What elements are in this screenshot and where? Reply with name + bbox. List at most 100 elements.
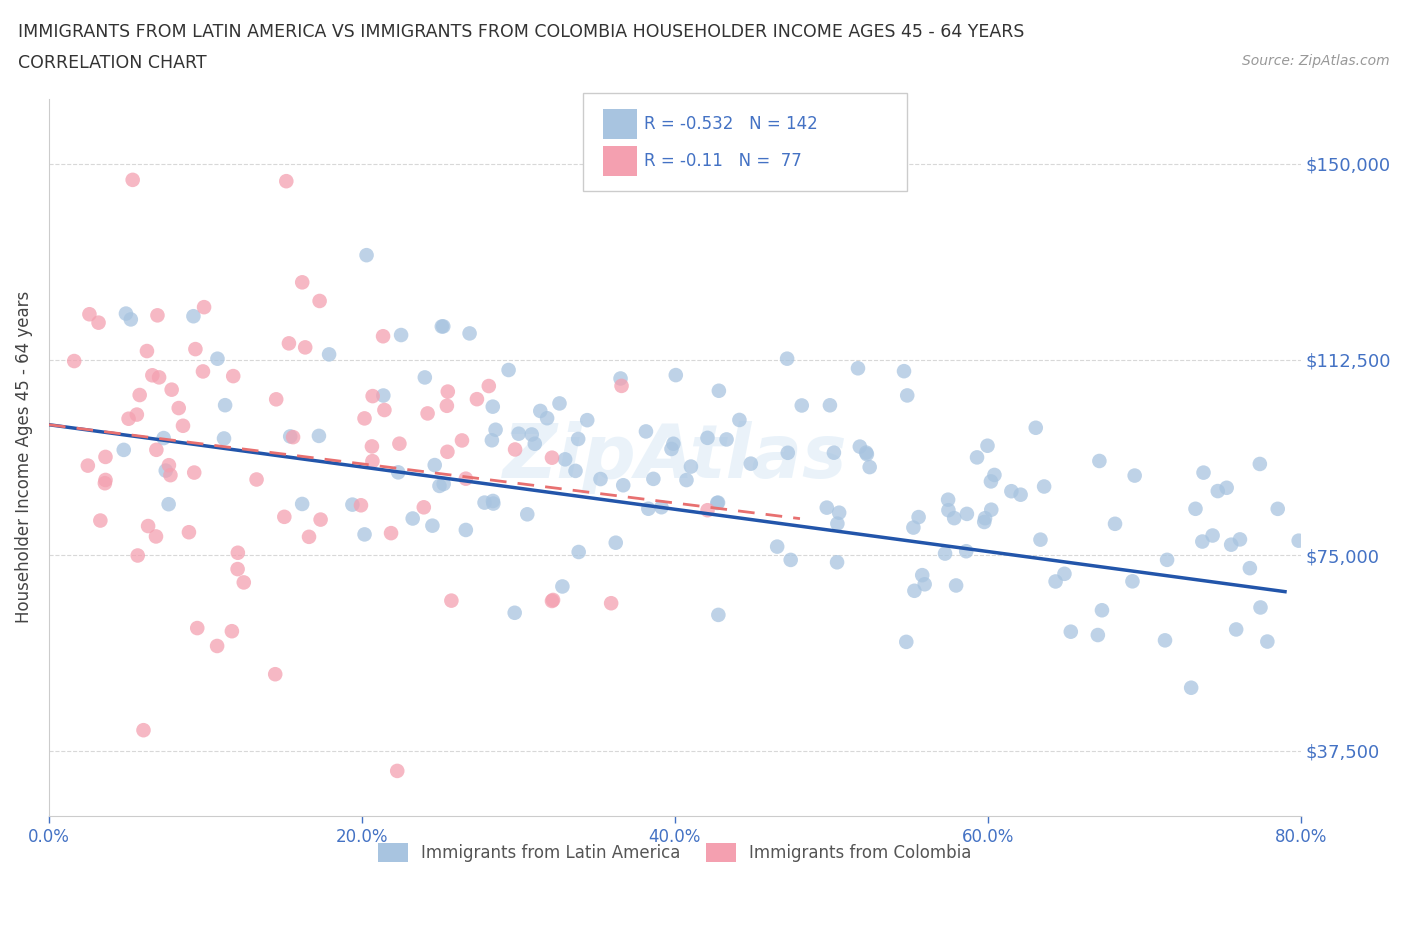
Point	[634, 424, 657, 439]
Point	[849, 439, 872, 454]
Point	[433, 476, 456, 491]
Point	[1045, 574, 1067, 589]
Point	[1010, 487, 1032, 502]
Point	[679, 459, 702, 474]
Point	[943, 511, 966, 525]
Point	[1192, 465, 1215, 480]
Point	[1225, 622, 1247, 637]
Point	[523, 436, 546, 451]
Point	[294, 340, 316, 355]
Point	[361, 454, 384, 469]
Point	[380, 525, 402, 540]
Point	[157, 458, 180, 472]
Point	[159, 468, 181, 483]
Point	[451, 433, 474, 448]
Point	[309, 512, 332, 527]
Point	[1206, 484, 1229, 498]
Point	[152, 431, 174, 445]
Point	[191, 364, 214, 379]
Point	[481, 399, 503, 414]
Point	[707, 607, 730, 622]
Point	[117, 411, 139, 426]
Point	[1180, 681, 1202, 696]
Point	[576, 413, 599, 428]
Point	[132, 723, 155, 737]
Point	[183, 309, 205, 324]
Point	[221, 624, 243, 639]
Point	[353, 527, 375, 542]
Point	[498, 363, 520, 378]
Point	[205, 639, 228, 654]
Point	[276, 174, 298, 189]
Point	[212, 431, 235, 445]
Point	[1239, 561, 1261, 576]
Point	[716, 432, 738, 447]
Point	[1154, 633, 1177, 648]
Point	[127, 548, 149, 563]
Point	[855, 445, 877, 460]
Point	[1060, 624, 1083, 639]
Point	[966, 450, 988, 465]
Point	[1033, 479, 1056, 494]
Point	[1025, 420, 1047, 435]
Point	[440, 593, 463, 608]
Point	[94, 449, 117, 464]
Point	[115, 306, 138, 321]
Point	[1123, 468, 1146, 483]
Point	[89, 513, 111, 528]
Point	[128, 388, 150, 403]
Point	[818, 398, 841, 413]
Point	[893, 364, 915, 379]
Point	[914, 577, 936, 591]
Point	[554, 452, 576, 467]
Point	[1249, 457, 1271, 472]
Point	[121, 172, 143, 187]
Point	[186, 620, 208, 635]
Point	[1029, 532, 1052, 547]
Point	[675, 472, 697, 487]
Point	[454, 523, 477, 538]
Point	[373, 403, 395, 418]
Point	[155, 463, 177, 478]
Point	[541, 450, 564, 465]
Point	[277, 336, 299, 351]
Point	[650, 499, 672, 514]
Point	[605, 536, 627, 551]
Point	[637, 501, 659, 516]
Point	[661, 442, 683, 457]
Point	[342, 498, 364, 512]
Point	[361, 439, 384, 454]
Point	[696, 431, 718, 445]
Point	[776, 352, 799, 366]
Point	[1091, 603, 1114, 618]
Point	[938, 503, 960, 518]
Point	[291, 275, 314, 290]
Point	[896, 634, 918, 649]
Point	[454, 472, 477, 486]
Text: ZipAtlas: ZipAtlas	[502, 421, 848, 494]
Point	[827, 516, 849, 531]
Point	[481, 432, 503, 447]
Point	[478, 379, 501, 393]
Point	[541, 593, 564, 608]
Point	[245, 472, 267, 487]
Point	[825, 555, 848, 570]
Point	[589, 472, 612, 486]
Point	[157, 497, 180, 512]
Point	[184, 341, 207, 356]
Point	[740, 457, 762, 472]
Point	[643, 472, 665, 486]
Point	[474, 495, 496, 510]
Point	[934, 546, 956, 561]
Point	[264, 392, 287, 406]
Point	[955, 544, 977, 559]
Point	[226, 545, 249, 560]
Point	[529, 404, 551, 418]
Point	[388, 436, 411, 451]
Point	[1087, 628, 1109, 643]
Point	[356, 247, 378, 262]
Point	[728, 413, 751, 428]
Point	[823, 445, 845, 460]
Point	[706, 496, 728, 511]
Point	[707, 495, 730, 510]
